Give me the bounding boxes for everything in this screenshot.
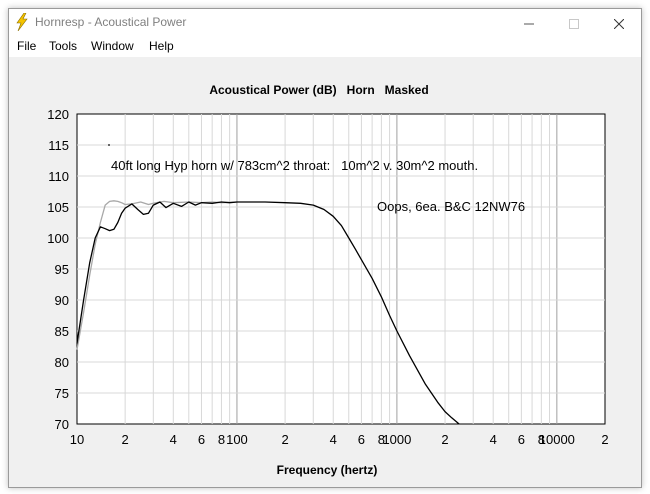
x-tick-label: 4 bbox=[330, 432, 337, 447]
x-tick-label: 4 bbox=[170, 432, 177, 447]
annotation-main: 40ft long Hyp horn w/ 783cm^2 throat: 10… bbox=[111, 158, 478, 173]
y-tick-label: 110 bbox=[48, 169, 69, 184]
x-tick-label: 8 bbox=[378, 432, 385, 447]
x-tick-label: 100 bbox=[226, 432, 248, 447]
close-button[interactable] bbox=[596, 9, 641, 37]
title-bar[interactable]: Hornresp - Acoustical Power bbox=[9, 9, 641, 37]
x-tick-label: 6 bbox=[518, 432, 525, 447]
y-tick-label: 115 bbox=[48, 138, 69, 153]
lightning-bolt-icon bbox=[16, 13, 28, 31]
x-tick-label: 10000 bbox=[539, 432, 575, 447]
menu-file[interactable]: File bbox=[17, 39, 37, 53]
y-tick-label: 105 bbox=[47, 200, 69, 215]
x-axis-label: Frequency (hertz) bbox=[277, 463, 378, 477]
x-tick-label: 4 bbox=[490, 432, 497, 447]
x-tick-label: 1000 bbox=[382, 432, 411, 447]
x-tick-label: 6 bbox=[358, 432, 365, 447]
x-tick-label: 2 bbox=[601, 432, 608, 447]
y-tick-label: 120 bbox=[47, 107, 69, 122]
x-tick-label: 8 bbox=[218, 432, 225, 447]
window-title: Hornresp - Acoustical Power bbox=[35, 15, 187, 29]
y-tick-label: 75 bbox=[55, 386, 69, 401]
y-tick-label: 70 bbox=[55, 417, 69, 432]
minimize-icon bbox=[523, 23, 534, 25]
minimize-button[interactable] bbox=[506, 9, 551, 37]
y-tick-label: 100 bbox=[47, 231, 69, 246]
y-tick-label: 95 bbox=[55, 262, 69, 277]
maximize-icon bbox=[568, 18, 579, 29]
menu-window[interactable]: Window bbox=[91, 39, 134, 53]
x-tick-label: 6 bbox=[198, 432, 205, 447]
menu-tools[interactable]: Tools bbox=[49, 39, 78, 53]
menu-bar: File Tools Window Help bbox=[9, 37, 641, 57]
y-tick-labels: 70 75 80 85 90 95 100 105 110 115 120 bbox=[47, 107, 69, 432]
menu-help[interactable]: Help bbox=[149, 39, 174, 53]
series-lines bbox=[76, 200, 460, 425]
x-tick-label: 2 bbox=[281, 432, 288, 447]
x-tick-label: 2 bbox=[441, 432, 448, 447]
x-tick-label: 10 bbox=[70, 432, 84, 447]
y-tick-label: 80 bbox=[55, 355, 69, 370]
stray-dot bbox=[108, 144, 110, 146]
horizontal-grid bbox=[77, 144, 605, 394]
annotation-drivers: Oops, 6ea. B&C 12NW76 bbox=[377, 199, 525, 214]
acoustical-power-chart[interactable]: Acoustical Power (dB) Horn Masked 70 75 80… bbox=[9, 57, 641, 487]
x-tick-label: 8 bbox=[538, 432, 545, 447]
app-window: Hornresp - Acoustical Power File Tools W… bbox=[8, 8, 642, 488]
chart-title: Acoustical Power (dB) Horn Masked bbox=[209, 83, 428, 97]
maximize-button[interactable] bbox=[551, 9, 596, 37]
y-tick-label: 90 bbox=[55, 293, 69, 308]
series-line bbox=[76, 201, 460, 425]
close-icon bbox=[613, 18, 624, 30]
plot-area: Acoustical Power (dB) Horn Masked 70 75 80… bbox=[9, 57, 641, 487]
y-tick-label: 85 bbox=[55, 324, 69, 339]
x-tick-label: 2 bbox=[122, 432, 129, 447]
